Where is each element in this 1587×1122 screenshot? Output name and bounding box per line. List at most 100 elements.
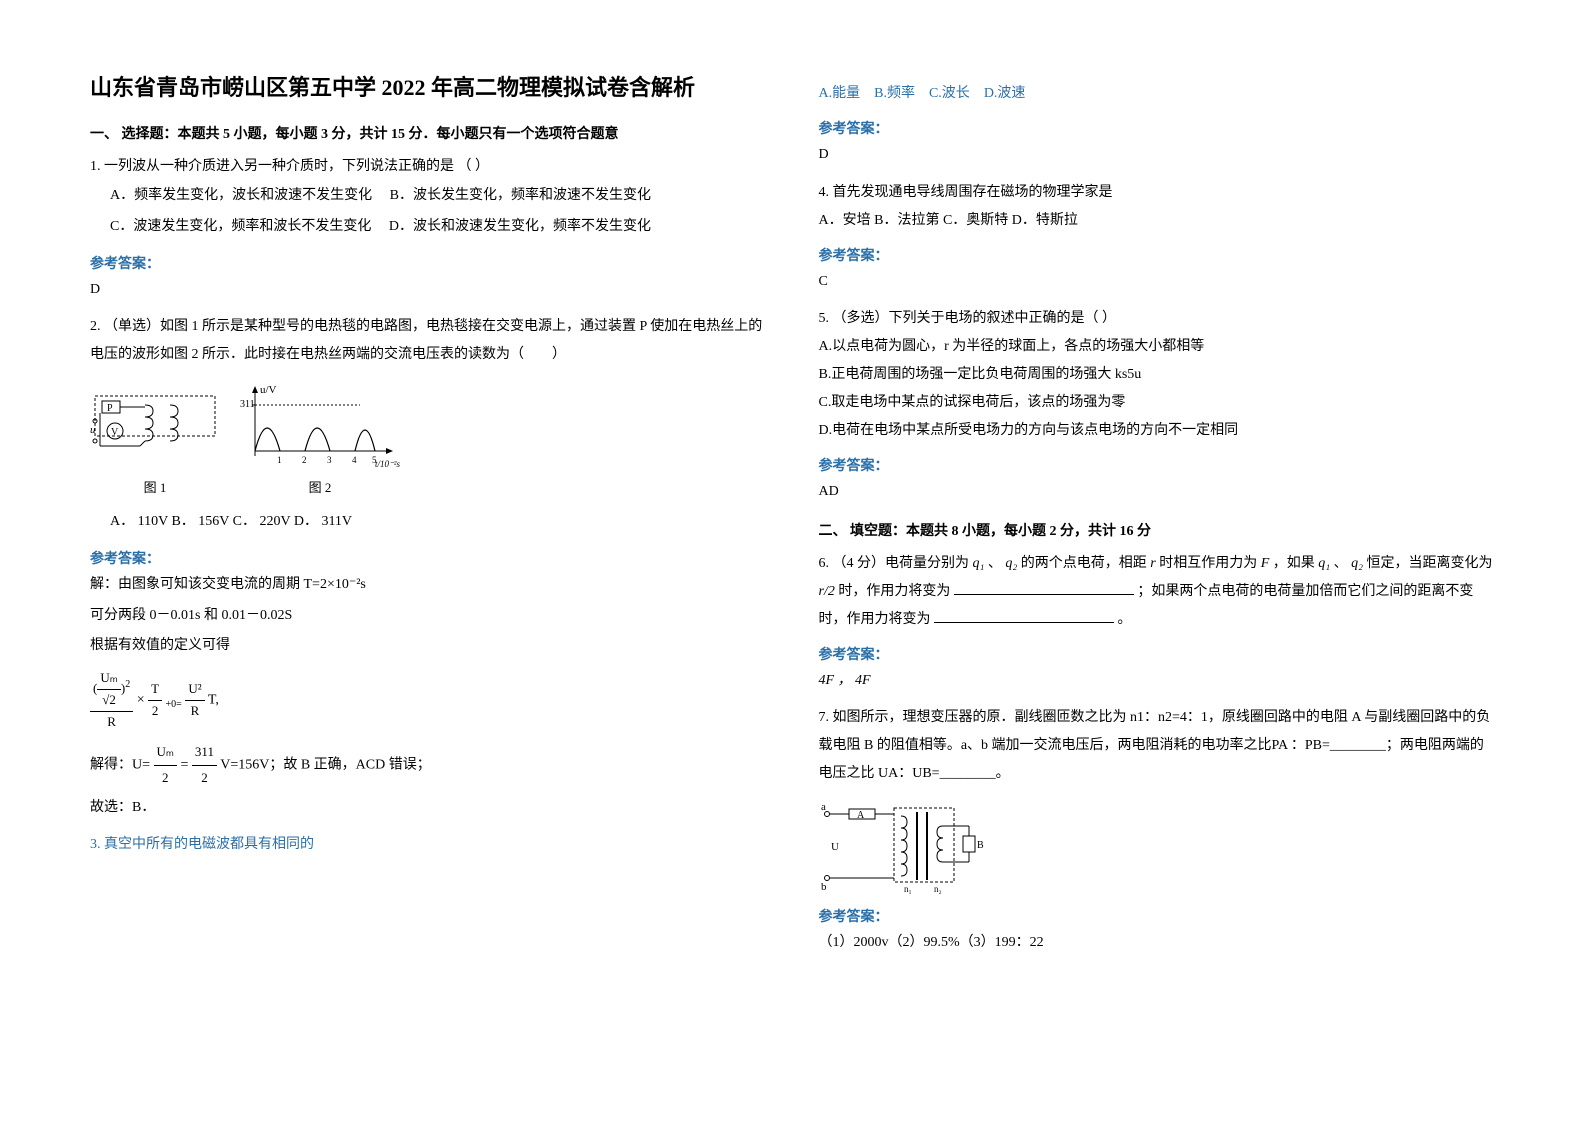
f2-two: 2 [154,766,178,791]
f1-plus0: +0= [166,699,182,710]
q6-s4: 恒定，当距离变化为 [1367,556,1493,571]
q4-answer: C [819,269,1498,296]
q7-b: b [821,881,827,893]
q6-answer: 4F ， 4F [819,668,1498,695]
q1-answer: D [90,277,769,304]
q3-opt-b: B.频率 [874,86,915,101]
q6-r2: r/2 [819,584,835,599]
q2-stem: 2. （单选）如图 1 所示是某种型号的电热毯的电路图，电热毯接在交变电源上，通… [90,313,769,369]
f1-T: T [148,679,162,701]
right-column: A.能量 B.频率 C.波长 D.波速 参考答案： D 4. 首先发现通电导线周… [819,70,1498,1052]
q4-answer-label: 参考答案： [819,245,1498,265]
q1-opt-b: B．波长发生变化，频率和波速不发生变化 [390,188,651,203]
question-4: 4. 首先发现通电导线周围存在磁场的物理学家是 A．安培 B．法拉第 C．奥斯特… [819,179,1498,235]
q2-diagrams: P V u 图 1 [90,381,769,501]
q2-t2: 2 [302,455,307,465]
q6-sep2: 、 [1334,556,1348,571]
q6-s2: 时相互作用力为 [1159,556,1257,571]
q6-blank1 [954,581,1134,595]
question-1: 1. 一列波从一种介质进入另一种介质时，下列说法正确的是 （ ） A．频率发生变… [90,153,769,243]
question-3-options: A.能量 B.频率 C.波长 D.波速 [819,80,1498,108]
q6-q2: q₂ [1005,556,1017,571]
q4-opts: A．安培 B．法拉第 C．奥斯特 D．特斯拉 [819,207,1498,235]
q2-answer-label: 参考答案： [90,548,769,568]
q7-n1: n₁ [904,884,912,894]
q6-s3: ，如果 [1273,556,1315,571]
q6-F: F [1261,556,1270,571]
q7-a: a [821,801,826,813]
q2-final: 故选：B． [90,795,769,822]
q1-opt-d: D．波长和波速发生变化，频率不发生变化 [389,219,651,234]
page-title: 山东省青岛市崂山区第五中学 2022 年高二物理模拟试卷含解析 [90,70,769,105]
q7-answer: （1）2000v（2）99.5%（3）199：22 [819,930,1498,957]
q5-opt-a: A.以点电荷为圆心，r 为半径的球面上，各点的场强大小都相等 [819,333,1498,361]
q6-q2b: q₂ [1351,556,1363,571]
q4-stem: 4. 首先发现通电导线周围存在磁场的物理学家是 [819,179,1498,207]
q2-fig2-wrap: u/V 311 1 2 3 4 5 t/10⁻²s 图 2 [240,381,400,501]
q2-solve-line: 解得：U= Uₘ 2 = 311 2 V=156V；故 B 正确，ACD 错误； [90,740,769,790]
f1-U2: U² [185,679,204,701]
q5-opt-c: C.取走电场中某点的试探电荷后，该点的场强为零 [819,389,1498,417]
q7-U: U [831,841,839,853]
q7-A: A [857,810,865,821]
q2-sol-3: 根据有效值的定义可得 [90,633,769,660]
q2-t3: 3 [327,455,332,465]
q7-transformer-svg: a b A U n₁ n₂ B [819,796,999,896]
f1-two: 2 [148,701,162,722]
q5-opt-d: D.电荷在电场中某点所受电场力的方向与该点电场的方向不一定相同 [819,417,1498,445]
q3-opt-d: D.波速 [984,86,1026,101]
q6-s1: 的两个点电荷，相距 [1021,556,1147,571]
svg-text:P: P [107,403,113,414]
question-3-stem: 3. 真空中所有的电磁波都具有相同的 [90,831,769,859]
f1-sqrt2: √2 [97,690,121,711]
f1-T2: T [208,692,216,707]
question-7: 7. 如图所示，理想变压器的原．副线圈匝数之比为 n1：n2=4：1，原线圈回路… [819,704,1498,896]
question-5: 5. （多选）下列关于电场的叙述中正确的是（ ） A.以点电荷为圆心，r 为半径… [819,305,1498,445]
q2-solve-prefix: 解得：U= [90,758,150,773]
f2-den2: 2 [192,766,217,791]
q6-answer-label: 参考答案： [819,644,1498,664]
question-6: 6. （4 分）电荷量分别为 q₁ 、 q₂ 的两个点电荷，相距 r 时相互作用… [819,550,1498,634]
q1-options: A．频率发生变化，波长和波速不发生变化 B．波长发生变化，频率和波速不发生变化 … [110,181,769,243]
q6-q1: q₁ [973,556,985,571]
q2-fig2-label: 图 2 [240,475,400,501]
f2-eq: = [181,758,189,773]
q2-circuit-svg: P V u [90,391,220,471]
q7-B: B [977,840,984,851]
q7-n2: n₂ [934,884,942,894]
q6-r: r [1150,556,1155,571]
q1-opt-a: A．频率发生变化，波长和波速不发生变化 [110,188,372,203]
f1-R: R [90,712,133,733]
q5-opt-b: B.正电荷周围的场强一定比负电荷周围的场强大 ks5u [819,361,1498,389]
section-2-header: 二、 填空题：本题共 8 小题，每小题 2 分，共计 16 分 [819,520,1498,540]
f2-um: Uₘ [154,740,178,766]
q3-opt-a: A.能量 [819,86,861,101]
f2-311: 311 [192,740,217,766]
q2-u-axis-label: u/V [260,384,277,396]
q5-answer: AD [819,479,1498,506]
q6-sep1: 、 [988,556,1002,571]
q2-solve-suffix: V=156V；故 B 正确，ACD 错误； [220,758,431,773]
q6-blank2 [934,609,1114,623]
svg-text:u: u [90,424,96,436]
q2-sol-1: 解：由图象可知该交变电流的周期 T=2×10⁻²s [90,572,769,599]
q1-answer-label: 参考答案： [90,253,769,273]
q2-sol-2: 可分两段 0－0.01s 和 0.01－0.02S [90,603,769,630]
q3-answer-label: 参考答案： [819,118,1498,138]
q3-opt-c: C.波长 [929,86,970,101]
f1-Rd: R [185,701,204,722]
q2-wave-svg: u/V 311 1 2 3 4 5 t/10⁻²s [240,381,400,471]
f1-um: Uₘ [97,668,121,690]
question-2: 2. （单选）如图 1 所示是某种型号的电热毯的电路图，电热毯接在交变电源上，通… [90,313,769,538]
q5-stem: 5. （多选）下列关于电场的叙述中正确的是（ ） [819,305,1498,333]
q1-opt-c: C．波速发生变化，频率和波长不发生变化 [110,219,371,234]
q7-stem: 7. 如图所示，理想变压器的原．副线圈匝数之比为 n1：n2=4：1，原线圈回路… [819,704,1498,788]
q2-fig1-label: 图 1 [90,475,220,501]
svg-text:V: V [111,427,119,438]
q2-formula-1: (Uₘ√2)2 R × T 2 +0= U² R T, [90,668,769,732]
q6-q1b: q₁ [1318,556,1330,571]
q6-period: 。 [1118,612,1132,627]
q2-t-axis-label: t/10⁻²s [375,459,400,469]
q3-answer: D [819,142,1498,169]
q6-s0: 6. （4 分）电荷量分别为 [819,556,970,571]
